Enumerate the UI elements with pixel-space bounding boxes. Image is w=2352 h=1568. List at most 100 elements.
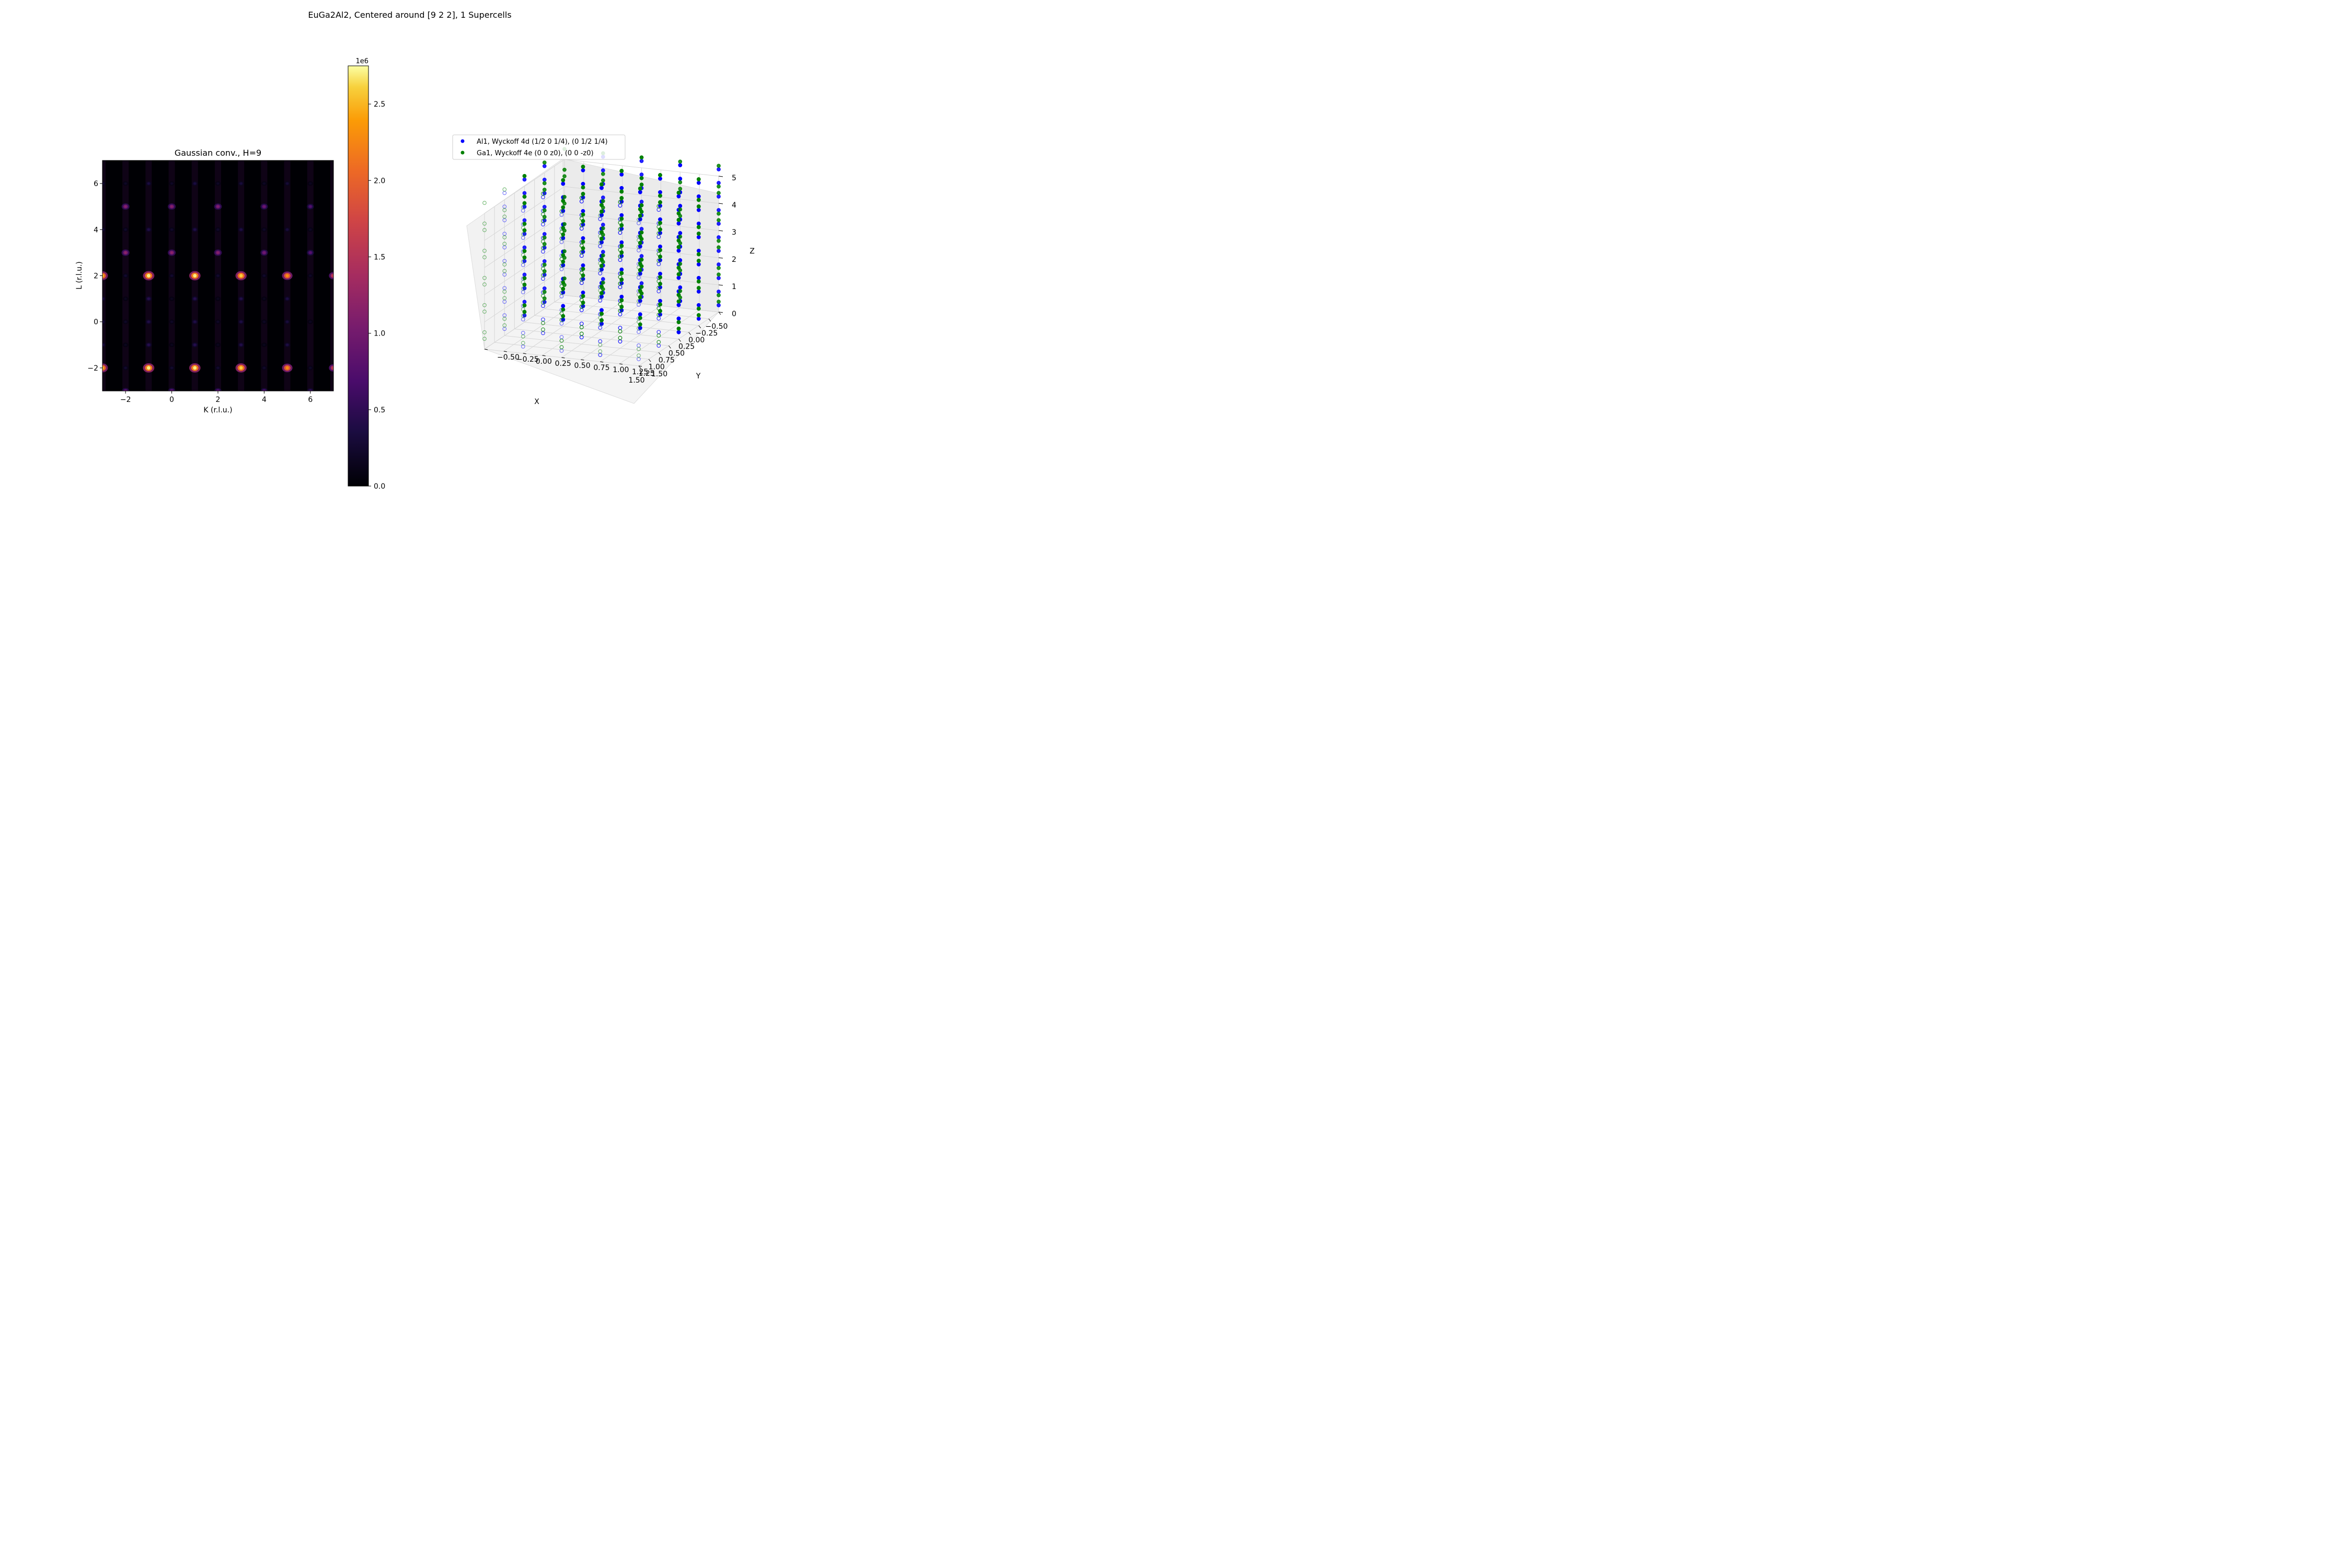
ga1-point xyxy=(581,185,585,190)
grid-line-back-z xyxy=(564,295,719,313)
grid-line-back-z xyxy=(564,240,719,258)
ga1-point xyxy=(638,316,642,320)
scatter3d-x-tick-mark xyxy=(638,365,641,369)
ga1-point xyxy=(579,223,584,227)
ga1-point xyxy=(676,245,681,249)
ga1-point xyxy=(559,318,564,322)
al1-point xyxy=(561,304,566,308)
heatmap-peak xyxy=(192,181,198,186)
scatter3d-x-tick-mark xyxy=(708,318,711,322)
ga1-point xyxy=(658,193,662,198)
grid-line-left-z xyxy=(484,240,565,295)
al1-point xyxy=(676,303,681,307)
heatmap-x-tick-label: 4 xyxy=(262,396,267,404)
ga1-point xyxy=(658,302,662,307)
ga1-point xyxy=(676,217,681,222)
al1-point xyxy=(522,177,527,182)
al1-point xyxy=(542,164,547,168)
ga1-point xyxy=(619,278,624,282)
heatmap-peak xyxy=(307,181,314,186)
ga1-point xyxy=(482,309,487,314)
heatmap-peak xyxy=(307,319,314,324)
al1-point xyxy=(599,186,604,190)
ga1-point xyxy=(656,285,661,290)
heatmap-peak xyxy=(122,319,129,325)
ga1-point xyxy=(658,248,662,252)
heatmap-y-tick-label: 6 xyxy=(94,180,98,188)
figure: EuGa2Al2, Centered around [9 2 2], 1 Sup… xyxy=(75,10,755,491)
ga1-point xyxy=(676,190,681,195)
al1-point xyxy=(502,191,507,195)
ga1-point xyxy=(637,217,641,222)
heatmap-peak xyxy=(215,319,221,325)
heatmap-y-ticks: −2 0 2 4 6 xyxy=(87,180,102,373)
ga1-point xyxy=(619,298,624,303)
ga1-point xyxy=(676,272,681,276)
al1-point xyxy=(676,248,681,253)
ga1-point xyxy=(656,225,661,229)
ga1-point xyxy=(637,292,641,297)
ga1-point xyxy=(482,303,487,307)
ga1-point xyxy=(541,239,545,244)
al1-point xyxy=(676,275,681,280)
heatmap-peak xyxy=(261,296,267,301)
ga1-point xyxy=(579,250,584,255)
heatmap-y-tick-label: −2 xyxy=(87,364,98,373)
scatter3d-y-tick-mark xyxy=(523,353,526,354)
scatter3d-panel: −0.50−0.250.000.250.500.751.001.251.50−0… xyxy=(452,134,755,406)
scatter3d-x-tick-label: −0.25 xyxy=(695,329,718,338)
ga1-point xyxy=(639,155,644,160)
scatter3d-y-tick-mark xyxy=(542,355,546,356)
al1-point xyxy=(619,240,624,245)
al1-point xyxy=(717,194,721,199)
al1-point xyxy=(658,217,662,222)
heatmap-peak xyxy=(215,296,221,301)
ga1-point xyxy=(502,262,507,267)
heatmap-peak xyxy=(169,181,175,186)
ga1-point xyxy=(678,159,683,164)
ga1-point xyxy=(678,207,683,212)
scatter3d-x-tick-mark xyxy=(648,359,651,362)
ga1-point xyxy=(599,203,604,207)
ga1-point xyxy=(717,218,721,223)
al1-point xyxy=(658,298,662,303)
ga1-point xyxy=(598,322,603,327)
ga1-point xyxy=(619,216,624,221)
al1-point xyxy=(581,209,585,213)
heatmap-x-tick-label: −2 xyxy=(120,396,131,404)
ga1-point xyxy=(502,187,507,192)
al1-point xyxy=(581,290,585,295)
ga1-point xyxy=(502,323,507,328)
ga1-point xyxy=(639,257,644,262)
al1-point xyxy=(696,289,701,294)
colorbar-offset-label: 1e6 xyxy=(355,57,368,65)
al1-point xyxy=(639,159,644,163)
al1-point xyxy=(542,177,547,182)
ga1-point xyxy=(561,226,566,230)
ga1-point xyxy=(502,235,507,239)
ga1-point xyxy=(521,334,525,339)
grid-line-left-z xyxy=(484,268,565,322)
ga1-point xyxy=(618,281,622,286)
legend-box xyxy=(452,134,626,160)
ga1-point xyxy=(618,275,622,279)
ga1-point xyxy=(618,254,622,259)
ga1-point xyxy=(696,259,701,263)
heatmap-x-ticks: −2 0 2 4 6 xyxy=(120,391,313,404)
ga1-point xyxy=(639,182,644,187)
ga1-point xyxy=(656,252,661,256)
al1-point xyxy=(639,254,644,258)
al1-point xyxy=(717,249,721,253)
figure-suptitle: EuGa2Al2, Centered around [9 2 2], 1 Sup… xyxy=(308,10,511,20)
al1-point xyxy=(678,258,683,262)
ga1-point xyxy=(678,289,683,293)
ga1-point xyxy=(676,320,681,325)
al1-point xyxy=(542,259,547,263)
ga1-point xyxy=(601,178,605,183)
scatter3d-y-tick-label: 0.75 xyxy=(593,364,609,372)
al1-point xyxy=(717,276,721,280)
ga1-point xyxy=(521,307,525,312)
ga1-point xyxy=(598,268,603,272)
ga1-point xyxy=(601,280,605,285)
legend-label-al1: Al1, Wyckoff 4d (1/2 0 1/4), (0 1/2 1/4) xyxy=(477,138,608,146)
